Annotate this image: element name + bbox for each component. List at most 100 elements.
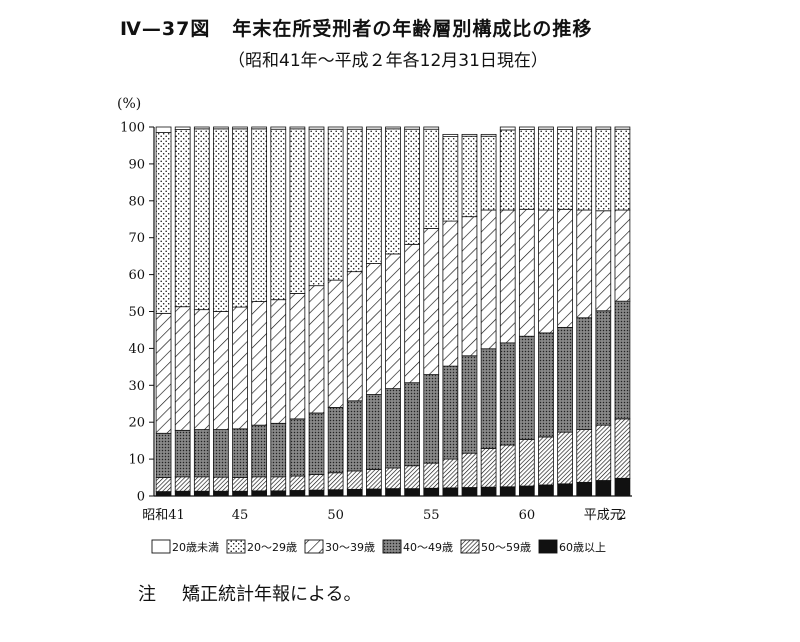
bar-segment-20歳未満 <box>270 126 287 130</box>
legend-item: 20歳未満 <box>151 539 219 554</box>
bar-segment-40〜49歳 <box>232 428 248 478</box>
y-tick-label: 80 <box>128 194 145 209</box>
bar-segment-40〜49歳 <box>366 394 382 470</box>
note-text: 矯正統計年報による。 <box>182 584 362 605</box>
bar-stack-49 <box>308 126 325 497</box>
bar-stack-平成元 <box>595 126 612 497</box>
bar-segment-50〜59歳 <box>595 424 612 481</box>
bar-segment-40〜49歳 <box>518 335 535 440</box>
bar-segment-60歳以上 <box>480 486 497 497</box>
bar-segment-50〜59歳 <box>232 477 248 492</box>
bar-segment-40〜49歳 <box>308 412 325 475</box>
bar-segment-40〜49歳 <box>213 429 229 478</box>
bar-segment-20〜29歳 <box>270 128 287 301</box>
bar-segment-60歳以上 <box>538 484 554 497</box>
bar-segment-20歳未満 <box>423 126 440 130</box>
bar-segment-20〜29歳 <box>576 128 593 211</box>
bar-segment-50〜59歳 <box>538 436 554 486</box>
figure-title: 年末在所受刑者の年齢層別構成比の推移 <box>232 18 593 40</box>
legend-swatch <box>151 539 171 554</box>
bar-segment-40〜49歳 <box>423 374 440 464</box>
bar-segment-50〜59歳 <box>423 462 440 489</box>
bar-segment-30〜39歳 <box>423 228 440 375</box>
bar-segment-20〜29歳 <box>232 128 248 308</box>
bar-stack-2 <box>614 126 631 497</box>
bar-segment-20歳未満 <box>499 126 516 131</box>
bar-segment-40〜49歳 <box>385 388 401 469</box>
bar-stack-58 <box>480 133 497 497</box>
bar-segment-30〜39歳 <box>595 210 612 312</box>
bar-segment-60歳以上 <box>385 488 401 497</box>
bar-segment-60歳以上 <box>213 490 229 497</box>
bar-segment-50〜59歳 <box>213 476 229 492</box>
bar-segment-40〜49歳 <box>576 317 593 430</box>
bar-segment-30〜39歳 <box>614 209 631 302</box>
bar-segment-30〜39歳 <box>232 306 248 430</box>
bar-segment-20〜29歳 <box>193 128 210 311</box>
bar-segment-30〜39歳 <box>557 208 573 328</box>
bar-segment-40〜49歳 <box>327 407 344 474</box>
y-tick-label: 40 <box>128 342 145 357</box>
bar-segment-30〜39歳 <box>346 271 363 402</box>
bar-segment-20歳未満 <box>327 126 344 130</box>
bar-stack-42 <box>174 126 191 497</box>
bar-stack-48 <box>289 126 306 497</box>
bar-stack-47 <box>270 126 287 497</box>
y-tick-label: 90 <box>128 157 145 172</box>
source-note: 注 矯正統計年報による。 <box>138 580 361 606</box>
legend-swatch <box>226 539 246 554</box>
bar-segment-40〜49歳 <box>595 310 612 426</box>
bar-segment-20歳未満 <box>232 126 248 130</box>
bar-segment-50〜59歳 <box>461 452 478 488</box>
bar-segment-50〜59歳 <box>557 431 573 485</box>
x-tick-label: 2 <box>618 508 626 523</box>
bar-stack-60 <box>518 126 535 497</box>
bar-segment-30〜39歳 <box>308 285 325 414</box>
bar-segment-60歳以上 <box>346 488 363 497</box>
bar-stack-50 <box>327 126 344 497</box>
bar-segment-30〜39歳 <box>480 209 497 350</box>
bar-segment-50〜59歳 <box>480 447 497 488</box>
y-tick-label: 60 <box>128 268 145 283</box>
x-tick-label: 55 <box>423 508 440 523</box>
bar-segment-30〜39歳 <box>576 209 593 319</box>
x-tick-label: 60 <box>519 508 536 523</box>
bar-segment-30〜39歳 <box>538 209 554 334</box>
bar-segment-40〜49歳 <box>289 418 306 477</box>
bar-stack-45 <box>232 126 248 497</box>
bar-segment-60歳以上 <box>193 490 210 497</box>
bar-segment-20歳未満 <box>174 126 191 130</box>
bar-segment-30〜39歳 <box>251 301 268 426</box>
bar-segment-40〜49歳 <box>270 422 287 478</box>
bar-segment-20〜29歳 <box>251 128 268 302</box>
bar-segment-50〜59歳 <box>270 476 287 492</box>
bar-segment-20歳未満 <box>595 126 612 130</box>
bar-segment-50〜59歳 <box>518 439 535 487</box>
bar-segment-20歳未満 <box>480 133 497 137</box>
x-tick-label: 45 <box>232 508 249 523</box>
bar-segment-60歳以上 <box>251 490 268 497</box>
bar-segment-20歳未満 <box>557 126 573 130</box>
bar-segment-20〜29歳 <box>595 128 612 212</box>
bar-segment-50〜59歳 <box>155 477 172 492</box>
bar-segment-40〜49歳 <box>442 365 459 460</box>
bar-segment-20歳未満 <box>213 126 229 130</box>
legend-label: 20歳未満 <box>172 541 219 554</box>
bar-segment-50〜59歳 <box>404 465 420 490</box>
legend-item: 20〜29歳 <box>226 539 297 554</box>
legend-swatch <box>538 539 558 554</box>
bar-segment-50〜59歳 <box>614 418 631 479</box>
bar-segment-20〜29歳 <box>346 128 363 273</box>
bar-stack-53 <box>385 126 401 497</box>
bar-segment-30〜39歳 <box>461 216 478 357</box>
bar-segment-20〜29歳 <box>423 128 440 229</box>
bar-stack-59 <box>499 126 516 497</box>
bar-segment-20〜29歳 <box>480 135 497 211</box>
bar-segment-40〜49歳 <box>461 355 478 454</box>
bar-segment-20〜29歳 <box>308 128 325 287</box>
figure-number: Ⅳ—37図 <box>120 18 211 40</box>
y-tick-label: 0 <box>137 490 145 505</box>
bar-stack-44 <box>213 126 229 497</box>
bar-segment-40〜49歳 <box>538 332 554 438</box>
